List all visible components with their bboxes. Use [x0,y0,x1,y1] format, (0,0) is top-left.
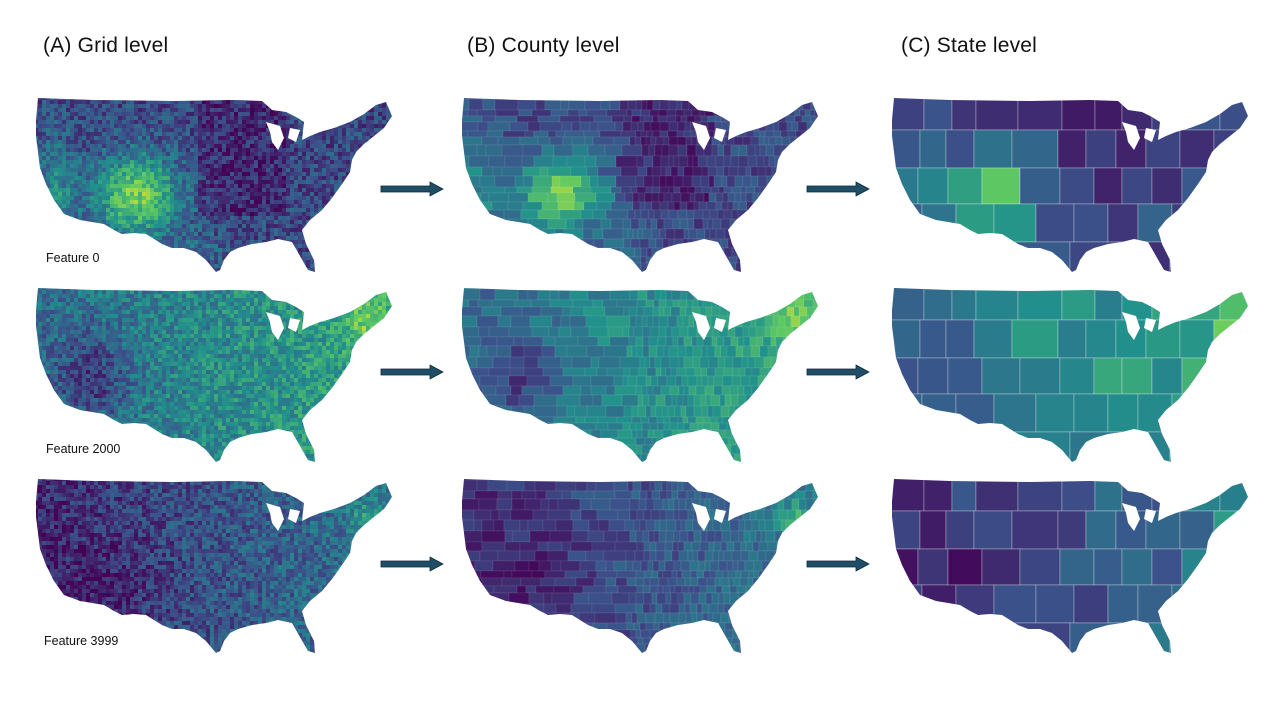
arrow-shape [806,364,870,380]
map-grid-feature0 [36,98,392,272]
great-lakes-shape [266,312,300,340]
great-lakes-shape [692,122,726,150]
column-title-county: (B) County level [467,34,620,57]
arrow-shape [380,181,444,197]
map-state-feature3999 [892,479,1248,653]
map-county-feature0 [462,98,818,272]
great-lakes-shape [692,503,726,531]
arrow-right-icon [806,364,870,380]
map-county-feature2000 [462,288,818,462]
arrow-shape [806,556,870,572]
feature-label-0: Feature 0 [46,251,100,265]
great-lakes-shape [1122,312,1156,340]
arrow-right-icon [806,181,870,197]
arrow-shape [380,364,444,380]
great-lakes-shape [692,312,726,340]
great-lakes-shape [266,122,300,150]
county-cells [462,98,818,272]
map-county-feature3999 [462,479,818,653]
arrow-right-icon [380,181,444,197]
state-cells [892,288,1248,462]
column-title-state: (C) State level [901,34,1038,57]
great-lakes-shape [1122,122,1156,150]
county-cells [462,479,818,653]
map-grid-feature3999 [36,479,392,653]
great-lakes-shape [1122,503,1156,531]
state-cells [892,479,1248,653]
map-state-feature2000 [892,288,1248,462]
feature-label-2000: Feature 2000 [46,442,121,456]
arrow-shape [380,556,444,572]
grid-cells [36,479,392,653]
map-state-feature0 [892,98,1248,272]
arrow-right-icon [806,556,870,572]
arrow-right-icon [380,364,444,380]
great-lakes-shape [266,503,300,531]
feature-label-3999: Feature 3999 [44,634,119,648]
grid-cells [36,288,392,462]
county-cells [462,288,818,462]
state-cells [892,98,1248,272]
arrow-right-icon [380,556,444,572]
arrow-shape [806,181,870,197]
map-grid-feature2000 [36,288,392,462]
column-title-grid: (A) Grid level [43,34,169,57]
grid-cells [36,98,392,272]
